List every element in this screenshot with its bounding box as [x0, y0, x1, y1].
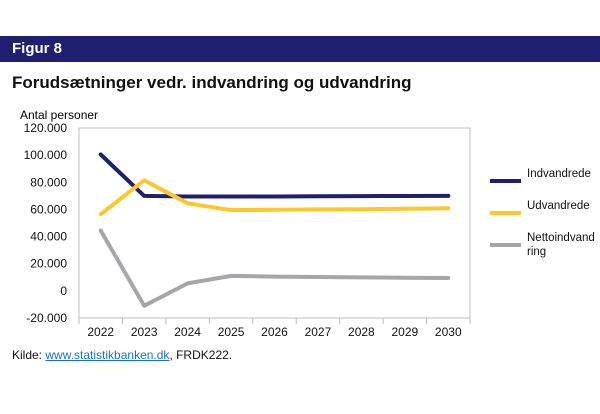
- x-tick-label: 2022: [87, 325, 114, 339]
- x-tick-label: 2025: [218, 325, 245, 339]
- y-tick-label: 0: [60, 284, 67, 298]
- x-tick-label: 2027: [305, 325, 332, 339]
- figure-label: Figur 8: [12, 40, 63, 57]
- legend-label: Indvandrede: [527, 168, 591, 180]
- y-tick-label: -20.000: [26, 311, 67, 325]
- x-tick-label: 2028: [348, 325, 375, 339]
- source-prefix: Kilde:: [12, 348, 43, 362]
- y-tick-label: 80.000: [30, 175, 67, 189]
- plot-frame: [78, 127, 471, 319]
- source-note: Kilde: www.statistikbanken.dk, FRDK222.: [12, 348, 232, 362]
- y-tick-label: 60.000: [30, 202, 67, 216]
- figure-header-bar: Figur 8: [0, 36, 600, 62]
- source-suffix: , FRDK222.: [169, 348, 233, 362]
- series-line-indvandrede: [98, 152, 451, 199]
- y-tick-label: 20.000: [30, 257, 67, 271]
- series-line-udvandrede: [98, 178, 451, 217]
- series-line-nettoindvandring: [98, 228, 451, 308]
- chart-series-group: [98, 152, 451, 308]
- y-tick-label: 120.000: [24, 121, 68, 135]
- source-link[interactable]: www.statistikbanken.dk: [45, 348, 170, 362]
- x-tick-label: 2024: [174, 325, 201, 339]
- legend-label: Udvandrede: [527, 200, 590, 212]
- y-tick-label: 40.000: [30, 230, 67, 244]
- x-tick-label: 2029: [391, 325, 418, 339]
- x-tick-label: 2026: [261, 325, 288, 339]
- legend-label: Nettoindvand ring: [527, 232, 595, 258]
- y-axis-label: Antal personer: [20, 108, 98, 122]
- x-tick-label: 2023: [131, 325, 158, 339]
- chart-axes: Antal personer -20.000 0 20.000 40.000 60.000…: [20, 108, 471, 339]
- chart-legend: Indvandrede Udvandrede Nettoindvand ring: [490, 168, 595, 258]
- y-tick-label: 100.000: [24, 148, 68, 162]
- chart-title: Forudsætninger vedr. indvandring og udva…: [12, 73, 412, 92]
- x-tick-label: 2030: [435, 325, 462, 339]
